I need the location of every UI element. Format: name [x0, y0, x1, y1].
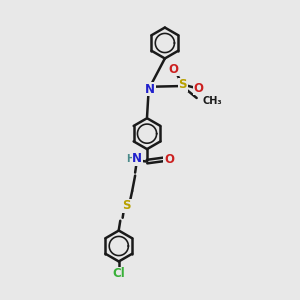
Text: S: S — [178, 78, 187, 91]
Text: Cl: Cl — [112, 267, 125, 280]
Text: N: N — [132, 152, 142, 165]
Text: S: S — [123, 200, 131, 212]
Text: CH₃: CH₃ — [202, 96, 222, 106]
Text: H: H — [127, 154, 135, 164]
Text: N: N — [145, 82, 155, 96]
Text: O: O — [164, 153, 174, 166]
Text: O: O — [193, 82, 203, 95]
Text: O: O — [168, 63, 178, 76]
